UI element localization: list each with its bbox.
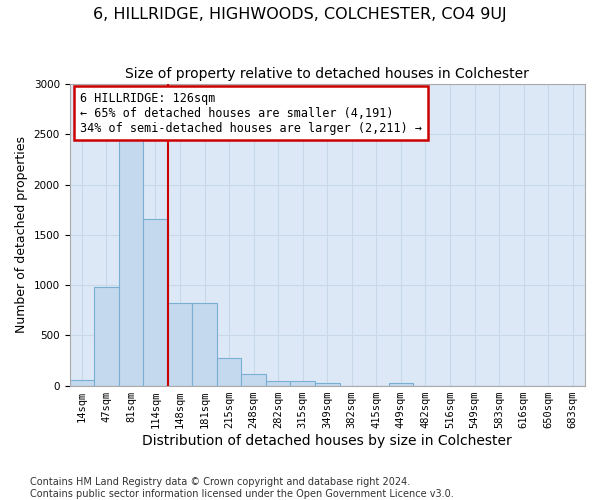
Bar bbox=[266, 380, 290, 386]
Bar bbox=[168, 303, 192, 386]
Y-axis label: Number of detached properties: Number of detached properties bbox=[15, 136, 28, 334]
Bar bbox=[143, 218, 168, 386]
Bar bbox=[192, 303, 217, 386]
X-axis label: Distribution of detached houses by size in Colchester: Distribution of detached houses by size … bbox=[142, 434, 512, 448]
Bar bbox=[389, 382, 413, 386]
Bar bbox=[70, 380, 94, 386]
Bar bbox=[290, 381, 315, 386]
Bar bbox=[315, 382, 340, 386]
Bar bbox=[241, 374, 266, 386]
Bar bbox=[94, 287, 119, 386]
Text: Contains HM Land Registry data © Crown copyright and database right 2024.
Contai: Contains HM Land Registry data © Crown c… bbox=[30, 478, 454, 499]
Text: 6 HILLRIDGE: 126sqm
← 65% of detached houses are smaller (4,191)
34% of semi-det: 6 HILLRIDGE: 126sqm ← 65% of detached ho… bbox=[80, 92, 422, 134]
Bar bbox=[217, 358, 241, 386]
Bar bbox=[119, 138, 143, 386]
Text: 6, HILLRIDGE, HIGHWOODS, COLCHESTER, CO4 9UJ: 6, HILLRIDGE, HIGHWOODS, COLCHESTER, CO4… bbox=[93, 8, 507, 22]
Title: Size of property relative to detached houses in Colchester: Size of property relative to detached ho… bbox=[125, 68, 529, 82]
